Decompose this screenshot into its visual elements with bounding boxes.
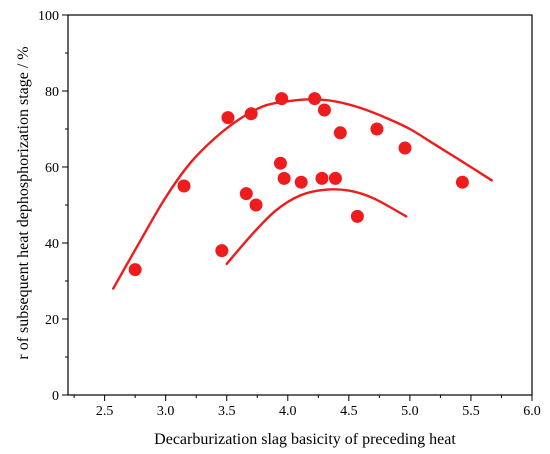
y-tick-label: 20 [45,313,59,328]
data-point [244,107,258,121]
axes: 2.5 3.0 3.5 4.0 4.5 5.0 5.5 6.0 0 20 40 60 80 100 [38,9,541,419]
x-tick-label: 4.0 [279,404,297,419]
plot-frame [67,14,533,396]
x-tick-label: 3.5 [218,404,236,419]
fit-curve-1 [111,98,493,290]
y-tick-label: 0 [52,389,59,404]
fit-curve-2 [225,188,408,266]
data-point [249,198,263,212]
data-point [370,122,384,136]
data-point [308,92,322,106]
data-point [128,263,142,277]
data-point [221,111,235,125]
data-points [128,92,469,277]
data-point [455,175,469,189]
data-point [177,179,191,193]
x-tick-label: 5.5 [462,404,480,419]
fit-curves [111,98,493,290]
y-tick-label: 60 [45,161,59,176]
data-point [275,92,289,106]
y-tick-label: 40 [45,237,59,252]
data-point [277,171,291,185]
data-point [215,244,229,258]
x-axis-label: Decarburization slag basicity of precedi… [154,431,456,448]
x-tick-label: 4.5 [340,404,358,419]
x-tick-label: 5.0 [401,404,419,419]
data-point [294,175,308,189]
data-point [333,126,347,140]
x-tick-label: 6.0 [523,404,541,419]
data-point [315,171,329,185]
y-axis-label: r of subsequent heat dephosphorization s… [15,46,32,359]
data-point [239,187,253,201]
data-point [350,209,364,223]
data-point [328,171,342,185]
x-tick-label: 3.0 [157,404,175,419]
y-tick-label: 100 [38,9,59,24]
x-tick-label: 2.5 [96,404,114,419]
data-point [317,103,331,117]
y-tick-label: 80 [45,85,59,100]
data-point [398,141,412,155]
data-point [273,156,287,170]
